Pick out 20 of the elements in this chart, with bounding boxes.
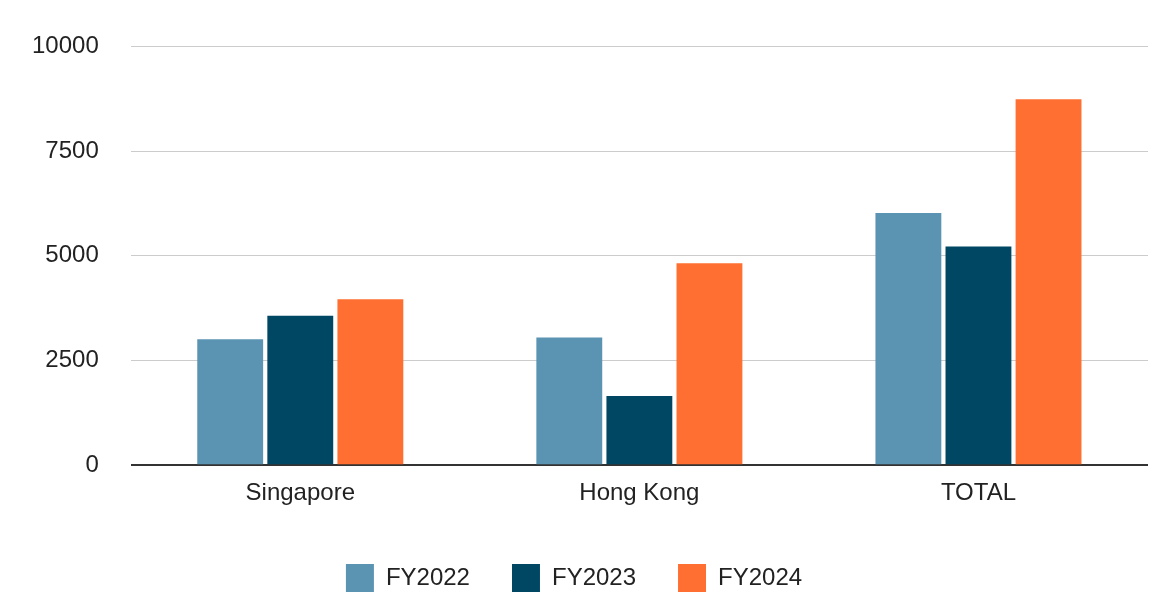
legend-label: FY2024 — [718, 562, 803, 590]
y-tick-label: 5000 — [45, 240, 99, 268]
bar — [536, 337, 603, 465]
y-tick-label: 7500 — [45, 135, 99, 163]
x-tick-label: TOTAL — [940, 478, 1017, 506]
bar — [267, 315, 334, 465]
y-tick-label: 2500 — [45, 345, 99, 373]
bar — [606, 396, 673, 465]
legend-label: FY2022 — [385, 562, 470, 590]
y-tick-label: 0 — [85, 449, 99, 477]
x-tick-label: Hong Kong — [579, 478, 700, 506]
bar — [875, 213, 942, 465]
bar — [676, 263, 743, 465]
x-tick-label: Singapore — [245, 478, 355, 506]
legend-label: FY2023 — [551, 562, 637, 590]
bar — [1015, 99, 1082, 465]
y-tick-label: 10000 — [31, 31, 99, 59]
bar — [197, 339, 264, 465]
bar — [337, 299, 404, 465]
bar — [945, 246, 1012, 465]
